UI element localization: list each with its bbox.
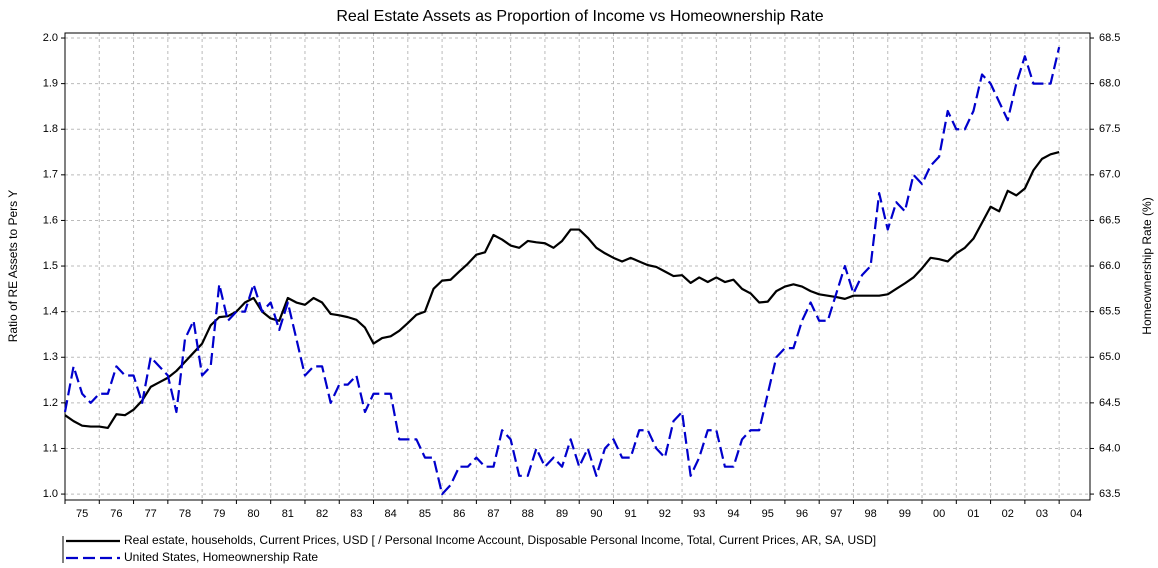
- x-tick-label: 99: [899, 508, 911, 520]
- x-tick-label: 94: [727, 508, 739, 520]
- x-tick-label: 92: [659, 508, 671, 520]
- y2-tick-label: 64.0: [1099, 442, 1120, 454]
- y2-tick-label: 66.0: [1099, 260, 1120, 272]
- plot-frame: [64, 32, 1091, 501]
- x-tick-label: 89: [556, 508, 568, 520]
- y2-tick-label: 68.5: [1099, 32, 1120, 44]
- series-line: [64, 150, 1060, 430]
- x-tick-label: 84: [385, 508, 397, 520]
- x-tick-label: 98: [864, 508, 876, 520]
- x-tick-label: 96: [796, 508, 808, 520]
- y2-axis-title: Homeownership Rate (%): [1140, 197, 1154, 334]
- series-line: [63, 46, 1061, 496]
- y-tick-label: 1.3: [43, 351, 58, 363]
- x-tick-label: 83: [350, 508, 362, 520]
- y2-tick-label: 65.0: [1099, 351, 1120, 363]
- y-axis-title: Ratio of RE Assets to Pers Y: [6, 190, 20, 343]
- chart-title: Real Estate Assets as Proportion of Inco…: [336, 8, 823, 25]
- x-tick-label: 90: [590, 508, 602, 520]
- x-tick-label: 79: [213, 508, 225, 520]
- y-tick-label: 1.1: [43, 442, 58, 454]
- x-tick-label: 82: [316, 508, 328, 520]
- x-tick-label: 01: [967, 508, 979, 520]
- y-tick-label: 1.7: [43, 169, 58, 181]
- y-tick-label: 1.5: [43, 260, 58, 272]
- y2-tick-label: 63.5: [1099, 488, 1120, 500]
- y2-tick-label: 68.0: [1099, 78, 1120, 90]
- x-tick-label: 97: [830, 508, 842, 520]
- y2-tick-label: 67.5: [1099, 123, 1120, 135]
- x-tick-label: 77: [145, 508, 157, 520]
- x-tick-label: 78: [179, 508, 191, 520]
- y-tick-label: 1.0: [43, 488, 58, 500]
- x-tick-label: 86: [453, 508, 465, 520]
- x-tick-label: 02: [1002, 508, 1014, 520]
- y-tick-label: 1.6: [43, 214, 58, 226]
- y-tick-label: 1.2: [43, 397, 58, 409]
- x-tick-label: 81: [282, 508, 294, 520]
- x-tick-label: 87: [487, 508, 499, 520]
- y-tick-label: 1.8: [43, 123, 58, 135]
- x-tick-label: 80: [247, 508, 259, 520]
- x-tick-label: 88: [522, 508, 534, 520]
- y2-tick-label: 65.5: [1099, 306, 1120, 318]
- y-tick-label: 2.0: [43, 32, 58, 44]
- legend-text: United States, Homeownership Rate: [124, 550, 318, 564]
- x-tick-label: 76: [110, 508, 122, 520]
- y2-tick-label: 67.0: [1099, 169, 1120, 181]
- y-tick-label: 1.9: [43, 78, 58, 90]
- x-tick-label: 91: [625, 508, 637, 520]
- x-tick-label: 95: [762, 508, 774, 520]
- x-tick-label: 03: [1036, 508, 1048, 520]
- x-tick-label: 93: [693, 508, 705, 520]
- x-tick-label: 04: [1070, 508, 1082, 520]
- x-tick-label: 85: [419, 508, 431, 520]
- y-tick-label: 1.4: [43, 306, 58, 318]
- x-tick-label: 00: [933, 508, 945, 520]
- y2-tick-label: 66.5: [1099, 214, 1120, 226]
- legend-text: Real estate, households, Current Prices,…: [124, 533, 876, 547]
- y2-tick-label: 64.5: [1099, 397, 1120, 409]
- x-tick-label: 75: [76, 508, 88, 520]
